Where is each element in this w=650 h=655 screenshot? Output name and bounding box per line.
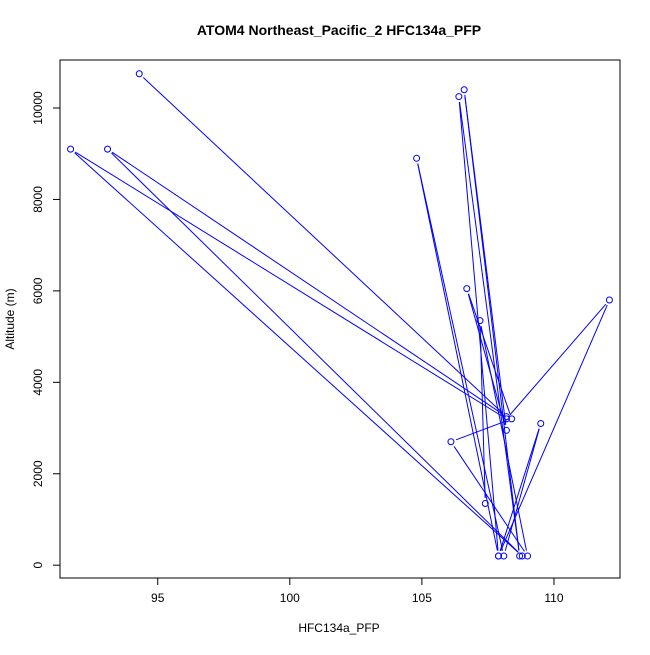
- y-tick-label: 0: [31, 562, 45, 569]
- data-point: [605, 296, 613, 304]
- y-axis-label: Altitude (m): [3, 288, 17, 349]
- x-axis-label: HFC134a_PFP: [298, 621, 379, 635]
- series-segment: [468, 293, 511, 414]
- series-segment: [142, 77, 503, 414]
- series-segment: [458, 102, 499, 551]
- x-tick-label: 100: [280, 591, 300, 605]
- data-point: [447, 438, 455, 446]
- series-segment: [111, 151, 503, 414]
- series-segment: [480, 325, 527, 551]
- data-point: [516, 552, 524, 560]
- series-segment: [499, 428, 540, 551]
- y-tick-label: 2000: [31, 460, 45, 487]
- x-tick-label: 110: [544, 591, 563, 605]
- data-point: [481, 499, 489, 507]
- series-segment: [509, 303, 607, 416]
- chart-title: ATOM4 Northeast_Pacific_2 HFC134a_PFP: [197, 22, 481, 38]
- data-point: [135, 70, 143, 78]
- series-segment: [459, 101, 520, 551]
- data-point: [455, 93, 463, 101]
- series-segment: [111, 152, 519, 553]
- points-layer: [67, 70, 613, 560]
- data-point: [494, 552, 502, 560]
- series-segment: [74, 152, 519, 553]
- series-segment: [74, 151, 503, 417]
- data-point: [104, 145, 112, 153]
- data-point: [502, 426, 510, 434]
- data-point: [463, 285, 471, 293]
- data-point: [524, 552, 532, 560]
- data-point: [500, 552, 508, 560]
- series-segment: [453, 446, 525, 552]
- series-segment: [467, 293, 506, 426]
- data-point: [518, 552, 526, 560]
- y-tick-label: 6000: [31, 277, 45, 304]
- data-point: [476, 317, 484, 325]
- data-point: [413, 154, 421, 162]
- y-tick-label: 10000: [31, 91, 45, 125]
- series-layer: [74, 77, 608, 553]
- y-tick-label: 4000: [31, 369, 45, 396]
- series-segment: [417, 163, 504, 551]
- y-axis: 0 2000 4000 6000 8000 10000: [31, 91, 61, 569]
- plot-frame: [59, 59, 621, 579]
- data-point: [460, 86, 468, 94]
- x-axis: 95 100 105 110: [151, 577, 564, 605]
- data-point: [508, 415, 516, 423]
- data-point: [502, 415, 510, 423]
- data-point: [67, 145, 75, 153]
- series-segment: [464, 95, 507, 425]
- series-segment: [479, 326, 486, 498]
- series-segment: [455, 420, 507, 441]
- y-tick-label: 8000: [31, 186, 45, 213]
- x-tick-label: 105: [412, 591, 432, 605]
- series-segment: [500, 304, 608, 552]
- x-tick-label: 95: [151, 591, 165, 605]
- series-segment: [417, 163, 498, 551]
- data-point: [537, 419, 545, 427]
